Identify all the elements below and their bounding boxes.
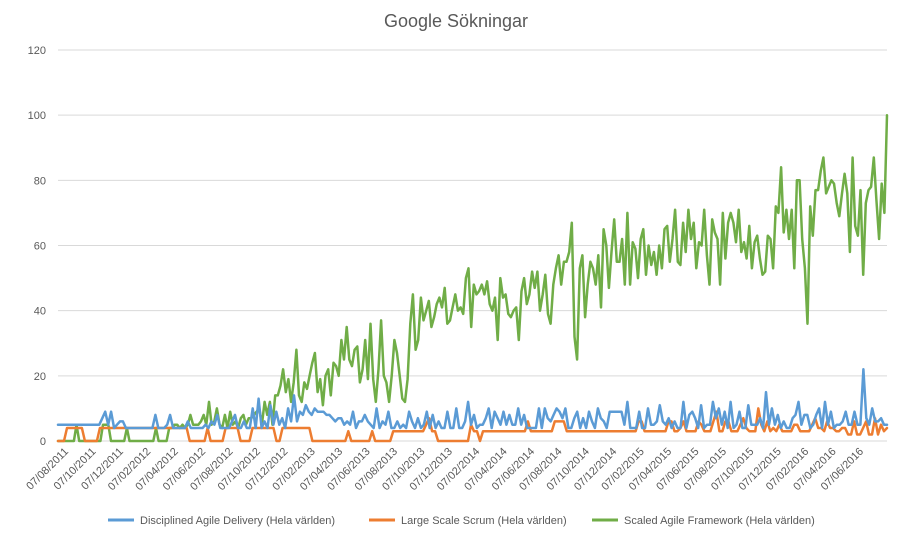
- series-lines: [56, 113, 889, 443]
- y-tick-label: 20: [34, 371, 46, 383]
- legend-label: Disciplined Agile Delivery (Hela världen…: [140, 515, 335, 527]
- legend-label: Large Scale Scrum (Hela världen): [401, 515, 567, 527]
- series-line-0: [56, 368, 889, 430]
- series-line-1: [56, 407, 889, 443]
- chart-title: Google Sökningar: [384, 11, 528, 31]
- y-axis-tick-labels: 0 20 40 60 80 100 120: [28, 45, 46, 448]
- legend: Disciplined Agile Delivery (Hela världen…: [108, 515, 815, 527]
- series-line-2: [56, 113, 889, 443]
- y-tick-label: 60: [34, 241, 46, 253]
- y-tick-label: 120: [28, 45, 46, 57]
- y-tick-label: 80: [34, 175, 46, 187]
- y-tick-label: 0: [40, 436, 46, 448]
- y-tick-label: 100: [28, 110, 46, 122]
- y-tick-label: 40: [34, 306, 46, 318]
- legend-label: Scaled Agile Framework (Hela världen): [624, 515, 815, 527]
